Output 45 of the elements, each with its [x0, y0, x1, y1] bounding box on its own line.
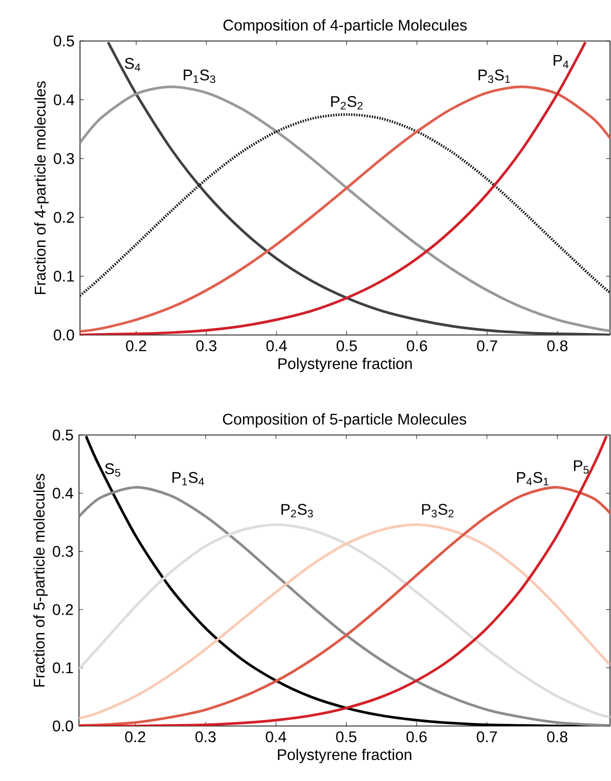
x-tick-label: 0.8 — [547, 731, 568, 742]
y-tick-label: 0.1 — [52, 662, 73, 674]
line-series — [80, 113, 610, 297]
x-tick-label: 0.5 — [336, 731, 356, 742]
chart-title: Composition of 5-particle Molecules — [222, 413, 466, 428]
y-tick-label: 0.3 — [54, 153, 74, 164]
series-label: P$_{2}$S$_{3}$ — [281, 504, 313, 518]
line-series — [79, 486, 610, 726]
series-label: P$_{1}$S$_{3}$ — [184, 70, 216, 84]
y-axis-title: Fraction of 5-particle molecules — [33, 474, 48, 687]
series-label: S$_{5}$ — [105, 463, 120, 477]
y-axis-title: Fraction of 4-particle molecules — [34, 81, 49, 294]
y-tick-label: 0.5 — [54, 36, 74, 46]
y-tick-label: 0.2 — [52, 604, 73, 616]
series-label: P$_{2}$S$_{2}$ — [331, 96, 363, 110]
x-tick-label: 0.2 — [125, 731, 146, 742]
y-tick-label: 0.4 — [52, 488, 74, 499]
series-label: P$_{5}$ — [574, 460, 589, 474]
y-tick-label: 0.0 — [54, 330, 74, 340]
chart-title: Composition of 4-particle Molecules — [223, 19, 467, 34]
x-tick-label: 0.5 — [336, 340, 357, 352]
x-tick-label: 0.6 — [406, 731, 427, 742]
x-tick-label: 0.2 — [126, 340, 146, 352]
x-tick-label: 0.4 — [266, 731, 286, 742]
x-tick-label: 0.3 — [195, 731, 216, 742]
x-tick-label: 0.7 — [477, 340, 498, 352]
y-tick-label: 0.5 — [52, 430, 74, 440]
y-tick-label: 0.4 — [54, 94, 74, 106]
y-tick-label: 0.2 — [54, 212, 74, 223]
y-tick-label: 0.0 — [52, 720, 74, 732]
series-label: P$_{3}$S$_{2}$ — [422, 504, 454, 518]
x-tick-label: 0.7 — [476, 731, 497, 742]
series-label: P$_{1}$S$_{4}$ — [172, 472, 204, 486]
y-tick-label: 0.3 — [52, 546, 73, 557]
x-tick-label: 0.8 — [547, 340, 568, 352]
series-label: P$_{4}$ — [554, 55, 568, 68]
x-tick-label: 0.3 — [196, 340, 216, 352]
x-axis-title: Polystyrene fraction — [278, 748, 412, 764]
series-label: S$_{4}$ — [124, 58, 140, 72]
x-tick-label: 0.4 — [266, 340, 287, 352]
x-tick-label: 0.6 — [406, 340, 428, 352]
x-axis-title: Polystyrene fraction — [278, 358, 412, 372]
series-label: P$_{4}$S$_{1}$ — [517, 472, 548, 486]
y-tick-label: 0.1 — [54, 270, 74, 282]
series-label: P$_{3}$S$_{1}$ — [478, 70, 510, 84]
